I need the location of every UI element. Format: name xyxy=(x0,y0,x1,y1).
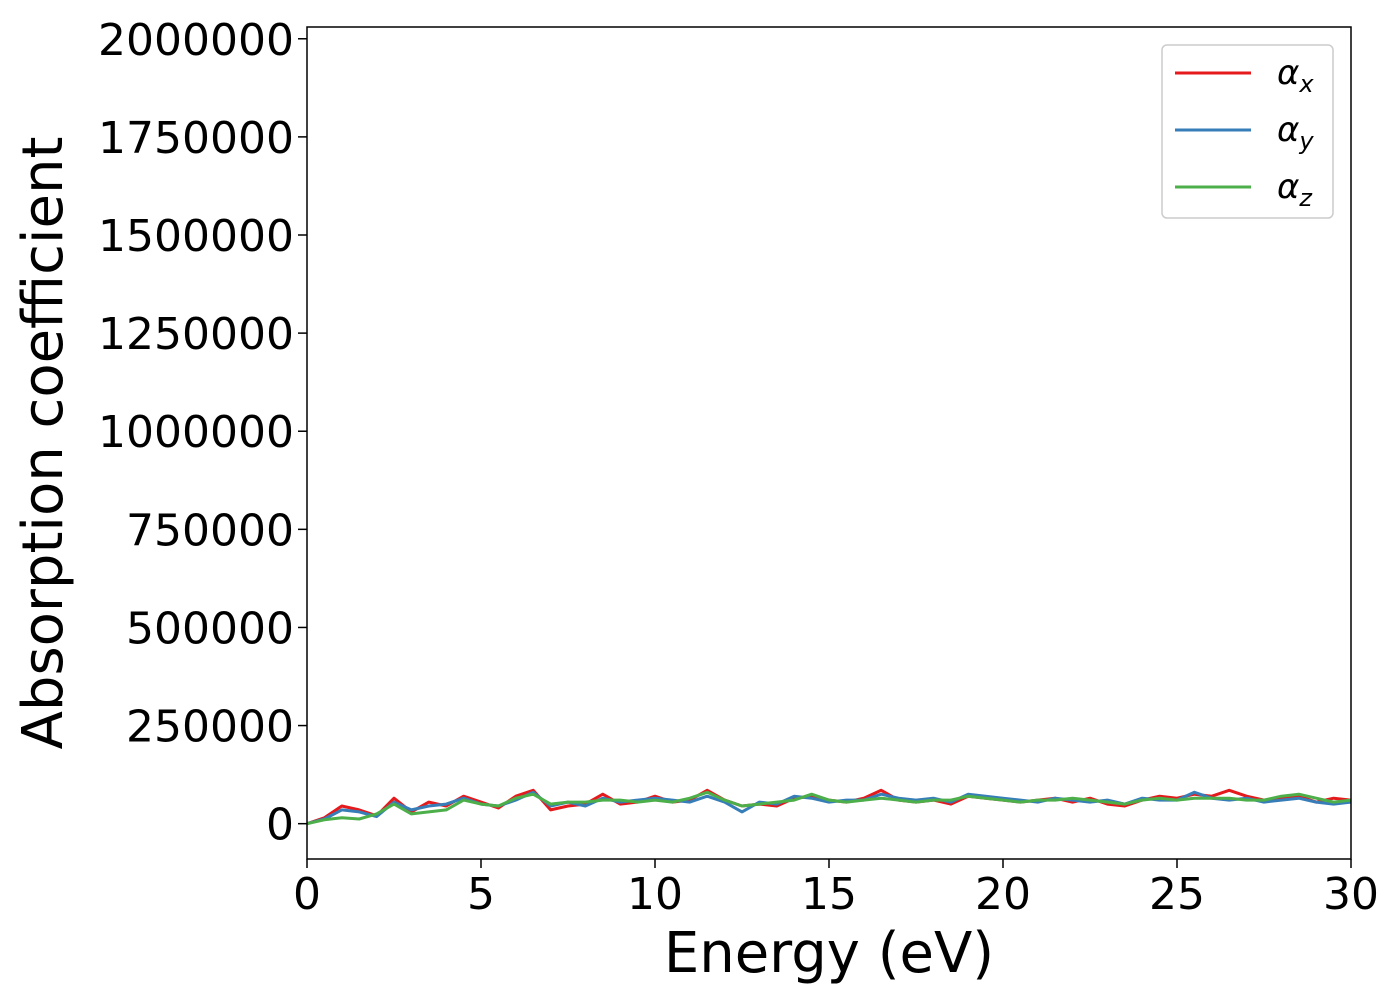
legend-label-y: αy xyxy=(1277,110,1314,155)
y-axis-title: Absorption coefficient xyxy=(11,137,76,750)
y-axis-ticks: 0 250000 500000 750000 1000000 1250000 1500000… xyxy=(98,15,307,851)
y-tick-label: 1250000 xyxy=(98,309,294,360)
y-tick-label: 1000000 xyxy=(98,407,294,458)
y-tick-label: 1500000 xyxy=(98,211,294,262)
y-tick-label: 1750000 xyxy=(98,113,294,164)
x-tick-label: 20 xyxy=(975,869,1031,920)
x-tick-label: 5 xyxy=(467,869,495,920)
x-axis-title: Energy (eV) xyxy=(664,921,994,986)
x-tick-label: 10 xyxy=(627,869,683,920)
x-tick-label: 25 xyxy=(1149,869,1205,920)
x-axis-ticks: 0 5 10 15 20 25 30 xyxy=(293,859,1379,920)
y-tick-label: 250000 xyxy=(126,702,294,753)
x-tick-label: 30 xyxy=(1323,869,1379,920)
series-layer xyxy=(307,788,1351,826)
legend: αx αy αz xyxy=(1161,44,1334,219)
y-tick-label: 500000 xyxy=(126,603,294,654)
y-tick-label: 2000000 xyxy=(98,15,294,66)
series-line-x xyxy=(307,788,1351,826)
legend-label-x: αx xyxy=(1277,53,1314,98)
y-tick-label: 0 xyxy=(266,800,294,851)
series-line-z xyxy=(307,790,1351,826)
y-tick-label: 750000 xyxy=(126,505,294,556)
x-tick-label: 15 xyxy=(801,869,857,920)
legend-label-z: αz xyxy=(1277,167,1313,212)
x-tick-label: 0 xyxy=(293,869,321,920)
